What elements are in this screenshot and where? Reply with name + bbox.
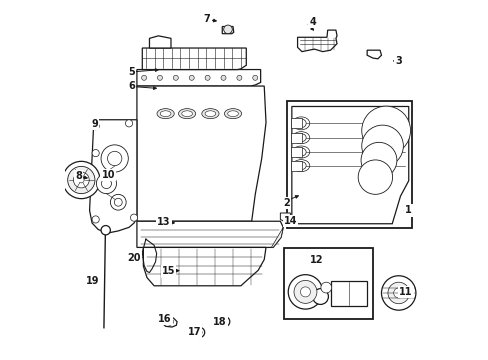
- Circle shape: [189, 75, 194, 80]
- Polygon shape: [143, 247, 265, 286]
- Text: 3: 3: [394, 56, 401, 66]
- Polygon shape: [149, 36, 171, 48]
- Circle shape: [361, 106, 410, 155]
- Ellipse shape: [224, 109, 241, 119]
- Circle shape: [166, 318, 173, 325]
- Text: 5: 5: [128, 67, 135, 77]
- Ellipse shape: [296, 119, 305, 128]
- Text: 20: 20: [127, 253, 141, 263]
- Text: 19: 19: [86, 276, 100, 286]
- Circle shape: [393, 288, 403, 298]
- Polygon shape: [297, 30, 336, 51]
- Circle shape: [221, 75, 225, 80]
- Polygon shape: [222, 27, 233, 34]
- Circle shape: [236, 75, 242, 80]
- Text: 8: 8: [75, 171, 82, 181]
- Text: 4: 4: [308, 17, 315, 27]
- Circle shape: [130, 214, 137, 221]
- Ellipse shape: [157, 109, 174, 119]
- Circle shape: [287, 275, 322, 309]
- Circle shape: [387, 282, 408, 304]
- Circle shape: [125, 120, 132, 127]
- Text: 10: 10: [102, 170, 115, 180]
- Text: 13: 13: [157, 217, 170, 227]
- Text: 14: 14: [283, 216, 297, 226]
- Text: 15: 15: [162, 266, 175, 276]
- Polygon shape: [137, 86, 265, 221]
- Circle shape: [104, 180, 111, 187]
- Bar: [290, 133, 301, 143]
- Circle shape: [361, 125, 403, 167]
- Circle shape: [194, 327, 204, 337]
- Circle shape: [157, 75, 162, 80]
- Circle shape: [73, 172, 89, 188]
- Ellipse shape: [202, 109, 219, 119]
- Circle shape: [92, 216, 99, 223]
- Circle shape: [92, 123, 99, 130]
- Circle shape: [312, 289, 328, 305]
- Circle shape: [101, 226, 110, 235]
- Polygon shape: [330, 281, 366, 306]
- Circle shape: [114, 198, 122, 206]
- Circle shape: [320, 282, 331, 293]
- Text: 17: 17: [187, 327, 201, 337]
- Text: 18: 18: [213, 317, 226, 327]
- Circle shape: [293, 280, 316, 303]
- Circle shape: [360, 142, 396, 178]
- Circle shape: [204, 75, 210, 80]
- Circle shape: [110, 194, 126, 210]
- Circle shape: [92, 149, 99, 157]
- Circle shape: [101, 177, 114, 190]
- Circle shape: [381, 276, 415, 310]
- Polygon shape: [89, 120, 137, 233]
- Text: 2: 2: [283, 198, 289, 208]
- Ellipse shape: [296, 148, 305, 156]
- Ellipse shape: [296, 134, 305, 142]
- Text: 11: 11: [398, 287, 412, 297]
- Circle shape: [142, 75, 146, 80]
- Text: 7: 7: [203, 14, 210, 24]
- Polygon shape: [163, 317, 177, 327]
- Text: 16: 16: [158, 314, 171, 324]
- Circle shape: [67, 166, 95, 194]
- Text: 6: 6: [128, 81, 135, 91]
- Circle shape: [223, 25, 232, 34]
- Text: 9: 9: [91, 120, 98, 129]
- Polygon shape: [280, 213, 290, 223]
- Ellipse shape: [160, 111, 171, 117]
- Circle shape: [197, 330, 202, 335]
- Polygon shape: [366, 50, 381, 59]
- Ellipse shape: [178, 109, 195, 119]
- Bar: [284, 248, 372, 319]
- Circle shape: [222, 319, 227, 324]
- Ellipse shape: [182, 111, 192, 117]
- Circle shape: [252, 75, 257, 80]
- Circle shape: [101, 145, 128, 172]
- Circle shape: [219, 317, 229, 327]
- Polygon shape: [137, 69, 260, 86]
- Circle shape: [101, 179, 111, 189]
- Ellipse shape: [296, 162, 305, 170]
- Circle shape: [173, 75, 178, 80]
- Circle shape: [62, 161, 100, 199]
- Ellipse shape: [204, 111, 215, 117]
- Text: 12: 12: [309, 255, 322, 265]
- Polygon shape: [142, 48, 246, 69]
- Bar: [286, 101, 411, 228]
- Bar: [290, 161, 301, 171]
- Ellipse shape: [227, 111, 238, 117]
- Circle shape: [107, 151, 122, 166]
- Bar: [290, 118, 301, 129]
- Polygon shape: [137, 221, 283, 247]
- Circle shape: [96, 174, 116, 194]
- Text: 1: 1: [405, 206, 411, 216]
- Circle shape: [78, 177, 84, 183]
- Polygon shape: [271, 227, 283, 247]
- Bar: [290, 147, 301, 157]
- Circle shape: [300, 287, 310, 297]
- Polygon shape: [291, 107, 408, 224]
- Circle shape: [357, 160, 392, 194]
